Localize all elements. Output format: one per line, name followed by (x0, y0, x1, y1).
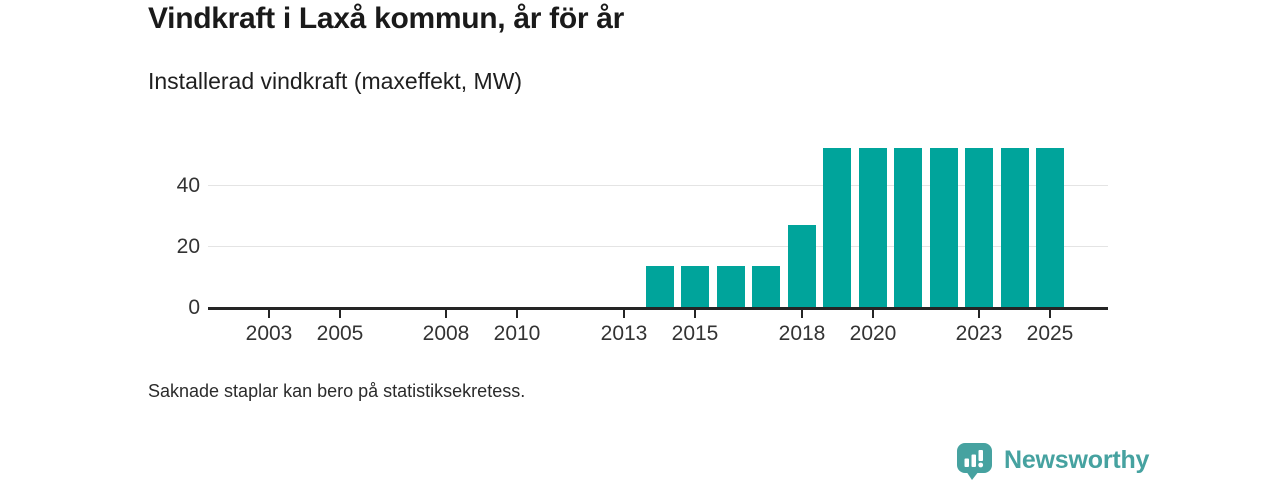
x-axis-tick-2023 (978, 310, 980, 318)
x-axis-tick-2008 (445, 310, 447, 318)
footnote: Saknade staplar kan bero på statistiksek… (148, 381, 526, 401)
x-axis-label: 2025 (1026, 322, 1074, 345)
x-axis-label: 2018 (778, 322, 826, 345)
x-axis-tick-2013 (623, 310, 625, 318)
x-axis-tick-2018 (801, 310, 803, 318)
bar-2019 (823, 148, 851, 307)
bar-2023 (965, 148, 993, 307)
gridline-20 (208, 246, 1108, 247)
bar-2021 (894, 148, 922, 307)
bar-2022 (930, 148, 958, 307)
y-axis-label: 0 (188, 296, 200, 319)
x-axis-label: 2008 (422, 322, 470, 345)
x-axis-label: 2015 (671, 322, 719, 345)
x-axis-tick-2020 (872, 310, 874, 318)
bar-2018 (788, 225, 816, 307)
x-axis-tick-2015 (694, 310, 696, 318)
x-axis-label: 2010 (493, 322, 541, 345)
newsworthy-wordmark: Newsworthy (1004, 445, 1150, 474)
bar-2014 (646, 266, 674, 307)
chart-title: Vindkraft i Laxå kommun, år för år (148, 2, 625, 35)
newsworthy-bar-chart-badge-icon (957, 443, 992, 480)
chart-subtitle: Installerad vindkraft (maxeffekt, MW) (148, 68, 523, 94)
x-axis-tick-2010 (516, 310, 518, 318)
gridline-40 (208, 185, 1108, 186)
bar-2024 (1001, 148, 1029, 307)
x-axis-line (208, 307, 1108, 310)
x-axis-label: 2020 (849, 322, 897, 345)
y-axis-label: 40 (176, 174, 200, 197)
x-axis-tick-2005 (339, 310, 341, 318)
y-axis-label: 20 (176, 235, 200, 258)
x-axis-label: 2005 (316, 322, 364, 345)
newsworthy-logo: Newsworthy (955, 440, 1149, 480)
bar-2016 (717, 266, 745, 307)
x-axis-label: 2023 (955, 322, 1003, 345)
bar-2017 (752, 266, 780, 307)
x-axis-tick-2003 (268, 310, 270, 318)
bar-2025 (1036, 148, 1064, 307)
x-axis-label: 2013 (600, 322, 648, 345)
bar-2015 (681, 266, 709, 307)
x-axis-tick-2025 (1049, 310, 1051, 318)
x-axis-label: 2003 (245, 322, 293, 345)
bar-2020 (859, 148, 887, 307)
